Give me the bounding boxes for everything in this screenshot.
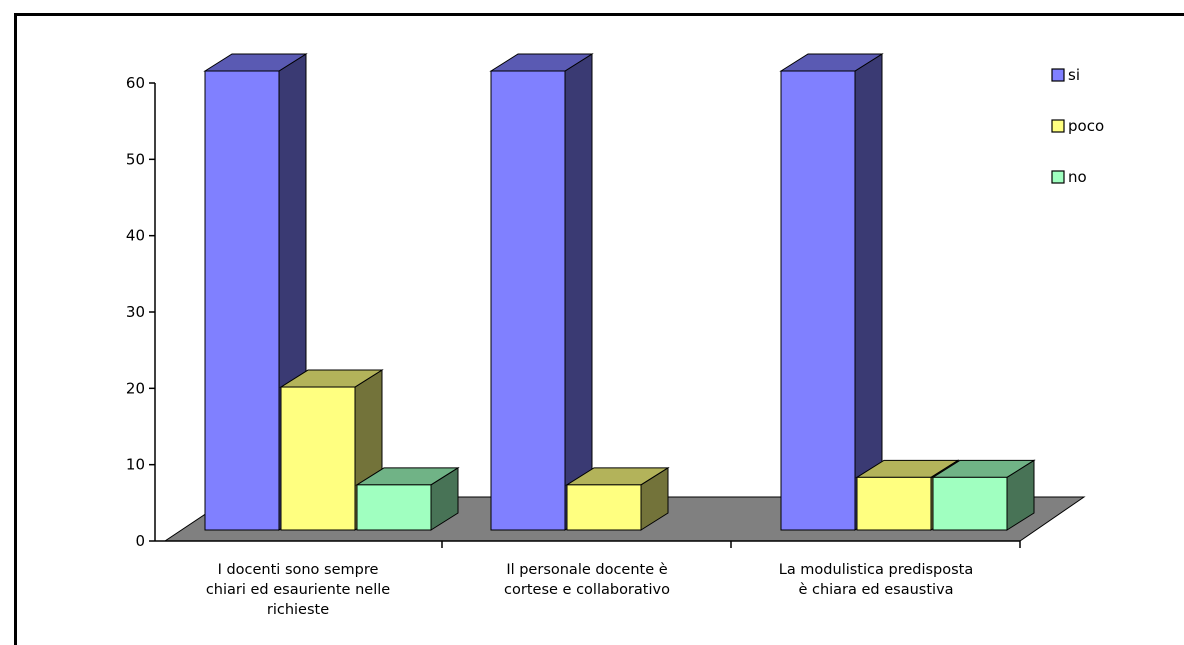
y-tick-label: 10 [126, 456, 145, 474]
legend-label-poco: poco [1068, 117, 1104, 135]
bar-no-0 [355, 466, 460, 531]
bar-si-2 [779, 53, 884, 531]
legend-swatch-poco [1051, 119, 1065, 133]
legend-label-si: si [1068, 66, 1080, 84]
legend-swatch-no [1051, 170, 1065, 184]
y-tick-label: 60 [126, 74, 145, 92]
legend-swatch-si [1051, 68, 1065, 82]
bar-si-1 [489, 53, 594, 531]
x-category-label: La modulistica predisposta è chiara ed es… [779, 562, 974, 598]
y-tick-label: 20 [126, 379, 145, 397]
y-tick-label: 50 [126, 150, 145, 168]
y-tick-label: 0 [135, 532, 145, 550]
y-tick-label: 30 [126, 303, 145, 321]
chart-frame [14, 13, 1184, 645]
bar-poco-1 [565, 466, 670, 531]
legend-label-no: no [1068, 168, 1087, 186]
y-tick-label: 40 [126, 227, 145, 245]
x-category-label: I docenti sono sempre chiari ed esaurient… [206, 562, 390, 618]
x-category-label: Il personale docente è cortese e collabor… [504, 562, 670, 598]
bar-no-2 [931, 459, 1036, 531]
